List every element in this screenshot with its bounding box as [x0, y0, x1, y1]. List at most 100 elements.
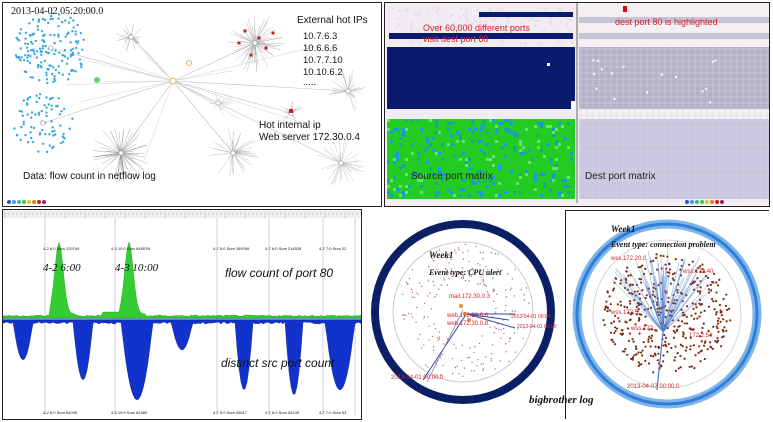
- host-node: [495, 327, 498, 330]
- matrix-cell: [468, 128, 471, 131]
- ip-node: [36, 25, 39, 28]
- flow-edge: [50, 47, 174, 82]
- matrix-row-bar: [389, 33, 573, 39]
- host-node: [626, 353, 629, 356]
- matrix-cell: [567, 18, 570, 21]
- ip-edge: [119, 132, 122, 154]
- netflow-graph-panel: 2013-04-02 05:20:00.0 External hot IPs 1…: [2, 2, 382, 207]
- port-matrix-view[interactable]: [385, 3, 770, 207]
- matrix-cell: [507, 128, 510, 131]
- host-node: [709, 341, 712, 344]
- host-node: [698, 292, 701, 295]
- host-node: [644, 359, 647, 363]
- matrix-cell: [417, 179, 420, 182]
- ip-edge: [100, 147, 122, 154]
- ip-edge: [228, 41, 256, 44]
- host-node: [494, 368, 496, 370]
- host-node: [636, 310, 639, 313]
- matrix-cell: [561, 179, 564, 182]
- matrix-cell: [390, 140, 393, 143]
- ip-node: [57, 13, 61, 16]
- ip-node: [43, 18, 47, 22]
- matrix-cell: [570, 18, 573, 21]
- ip-node: [19, 47, 23, 50]
- matrix-cell: [519, 176, 522, 179]
- host-node: [707, 305, 711, 308]
- host-node: [649, 272, 653, 276]
- matrix-cell: [410, 24, 413, 27]
- webserver-label: Web server 172.30.0.4: [259, 132, 360, 143]
- matrix-cell: [549, 125, 552, 128]
- matrix-cell: [508, 25, 511, 28]
- host-node: [433, 284, 435, 287]
- ip-node: [54, 68, 58, 72]
- matrix-cell: [416, 38, 419, 41]
- host-node: [455, 347, 457, 349]
- matrix-cell: [549, 20, 552, 23]
- ip-edge: [254, 26, 261, 44]
- ip-edge: [254, 37, 283, 44]
- matrix-cell: [495, 194, 498, 197]
- ip-edge: [254, 42, 281, 51]
- ip-node: [80, 65, 83, 69]
- matrix-cell: [534, 179, 537, 182]
- host-node: [652, 355, 655, 358]
- host-node: [683, 357, 686, 360]
- matrix-cell: [592, 59, 595, 62]
- host-node: [611, 289, 615, 292]
- matrix-cell: [555, 167, 558, 170]
- matrix-cell: [552, 131, 555, 134]
- connection-edge: [662, 261, 686, 333]
- port80-flow-area: [3, 241, 361, 319]
- host-node: [698, 345, 701, 348]
- host-node: [667, 342, 670, 346]
- ip-node: [38, 79, 41, 82]
- host-node: [631, 356, 635, 359]
- host-node: [672, 329, 675, 333]
- host-node: [716, 339, 720, 342]
- ip-node: [15, 134, 19, 137]
- host-node: [628, 299, 632, 303]
- flow-edge: [172, 80, 302, 123]
- top-tick-2: 4-3 10:0 Sum 84557N: [111, 246, 151, 251]
- host-node: [715, 310, 718, 314]
- host-node: [411, 296, 413, 299]
- matrix-cell: [558, 122, 561, 125]
- ip-edge: [340, 162, 362, 175]
- ip-node: [36, 66, 40, 69]
- host-node: [725, 329, 728, 332]
- matrix-cell: [552, 179, 555, 182]
- ip-node: [53, 129, 56, 133]
- matrix-cell: [541, 29, 544, 32]
- host-node: [523, 294, 525, 296]
- matrix-cell: [399, 185, 402, 188]
- host-node: [716, 284, 720, 287]
- cpu-time-label: 2013-04-01 00:00.0: [391, 375, 444, 381]
- host-node: [683, 322, 686, 325]
- netflow-graph[interactable]: [3, 3, 382, 207]
- matrix-cell: [410, 22, 413, 25]
- host-node: [513, 332, 516, 334]
- bigbrother-radial-views[interactable]: [365, 210, 770, 420]
- host-node: [404, 314, 407, 317]
- port80-timeline-chart[interactable]: [3, 210, 362, 420]
- host-node: [719, 320, 722, 323]
- matrix-cell: [528, 161, 531, 164]
- matrix-cell: [542, 31, 545, 34]
- matrix-cell: [396, 188, 399, 191]
- host-node: [483, 283, 485, 285]
- matrix-cell: [595, 87, 598, 90]
- matrix-cell: [622, 65, 625, 68]
- matrix-cell: [435, 194, 438, 197]
- matrix-cell: [531, 158, 534, 161]
- ip-edge: [254, 37, 271, 44]
- host-node: [448, 277, 450, 280]
- host-node: [718, 278, 721, 281]
- ip-edge: [347, 90, 355, 112]
- host-node: [430, 308, 433, 310]
- ip-node: [19, 59, 22, 62]
- matrix-cell: [456, 140, 459, 143]
- ip-node: [50, 120, 53, 123]
- host-node: [499, 360, 501, 362]
- ip-edge: [115, 34, 132, 38]
